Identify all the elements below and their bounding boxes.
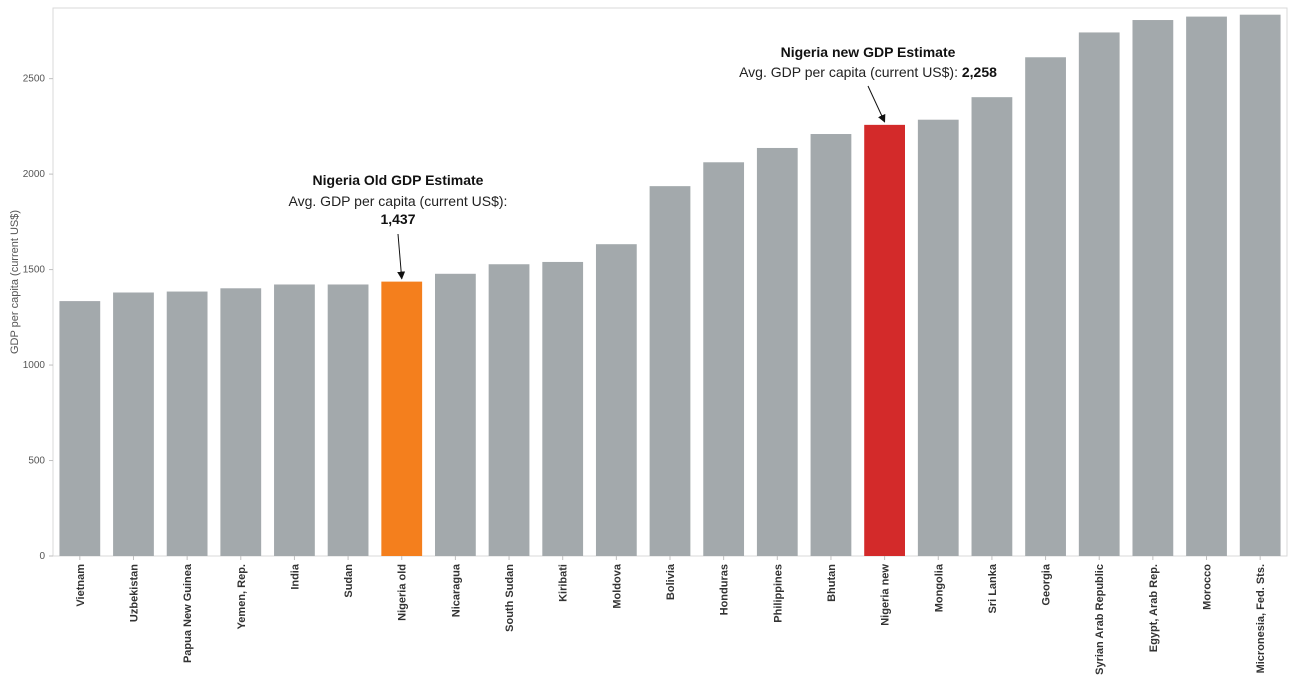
- bar-sudan: [327, 284, 369, 556]
- x-tick-label: Sri Lanka: [987, 563, 999, 613]
- annotation-title: Nigeria new GDP Estimate: [781, 44, 956, 60]
- annotation-title: Nigeria Old GDP Estimate: [313, 172, 484, 188]
- y-tick-label: 0: [39, 551, 45, 562]
- x-axis: Vietnam Uzbekistan Papua New Guinea Yemen, …: [75, 556, 1267, 675]
- bar-egypt-arab-rep: [1132, 20, 1174, 556]
- x-tick-label: Philippines: [772, 564, 784, 623]
- x-tick-label: Moldova: [611, 563, 623, 608]
- bar-morocco: [1186, 16, 1227, 556]
- bar-sri-lanka: [971, 97, 1013, 556]
- bar-south-sudan: [488, 264, 530, 556]
- bar-uzbekistan: [113, 292, 154, 556]
- bars-group: [59, 14, 1281, 557]
- x-tick-label: Bolivia: [665, 563, 677, 600]
- bar-mongolia: [917, 119, 959, 556]
- x-tick-label: Nicaragua: [450, 563, 462, 617]
- x-tick-label: South Sudan: [504, 564, 516, 632]
- annotations-group: Nigeria Old GDP Estimate Avg. GDP per cap…: [289, 44, 997, 280]
- y-tick-label: 1500: [23, 265, 46, 276]
- x-tick-label: Kiribati: [558, 564, 570, 602]
- bar-micronesia-fed-sts: [1239, 14, 1281, 557]
- x-tick-label: India: [289, 563, 301, 590]
- x-tick-label: Vietnam: [75, 564, 87, 607]
- x-tick-label: Papua New Guinea: [182, 563, 194, 663]
- x-tick-label: Uzbekistan: [128, 564, 140, 622]
- bar-vietnam: [59, 301, 101, 556]
- bar-india: [274, 284, 315, 556]
- annotation-arrow: [397, 233, 406, 280]
- x-tick-label: Sudan: [343, 564, 355, 598]
- y-tick-label: 2000: [23, 169, 46, 180]
- bar-nigeria-old: [381, 281, 423, 556]
- x-tick-label: Yemen, Rep.: [236, 564, 248, 629]
- bar-yemen-rep: [220, 288, 262, 556]
- annotation-line: Avg. GDP per capita (current US$):: [739, 64, 962, 80]
- y-axis-title: GDP per capita (current US$): [9, 210, 21, 354]
- bar-bolivia: [649, 186, 691, 556]
- bar-syrian-arab-republic: [1078, 32, 1120, 556]
- bar-moldova: [595, 244, 637, 556]
- y-tick-label: 1000: [23, 360, 46, 371]
- bar-nicaragua: [435, 273, 476, 556]
- annotation-line: Avg. GDP per capita (current US$):: [289, 193, 508, 209]
- annotation-value: 2,258: [962, 64, 997, 80]
- x-tick-label: Micronesia, Fed. Sts.: [1255, 564, 1267, 673]
- x-tick-label: Nigeria old: [397, 564, 409, 621]
- x-tick-label: Egypt, Arab Rep.: [1148, 564, 1160, 652]
- x-tick-label: Mongolia: [933, 563, 945, 612]
- bar-papua-new-guinea: [166, 291, 208, 556]
- x-tick-label: Nigeria new: [880, 564, 892, 626]
- annotation-text: Avg. GDP per capita (current US$): 2,258: [739, 64, 997, 80]
- x-tick-label: Syrian Arab Republic: [1094, 564, 1106, 675]
- y-axis: 0 500 1000 1500 2000 2500: [23, 74, 53, 562]
- x-tick-label: Bhutan: [826, 564, 838, 602]
- annotation-arrow: [867, 85, 886, 123]
- y-tick-label: 2500: [23, 74, 46, 85]
- bar-nigeria-new: [864, 124, 905, 557]
- x-tick-label: Georgia: [1041, 563, 1053, 605]
- bar-georgia: [1025, 57, 1066, 556]
- bar-kiribati: [542, 261, 584, 556]
- y-tick-label: 500: [28, 456, 45, 467]
- annotation-value: 1,437: [380, 211, 415, 227]
- bar-philippines: [756, 147, 798, 556]
- x-tick-label: Honduras: [719, 564, 731, 615]
- x-tick-label: Morocco: [1202, 564, 1214, 610]
- bar-honduras: [703, 162, 745, 556]
- bar-bhutan: [810, 134, 852, 556]
